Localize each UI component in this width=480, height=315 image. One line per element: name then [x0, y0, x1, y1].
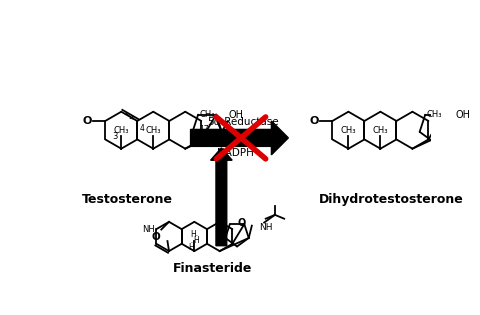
Polygon shape	[191, 121, 288, 155]
Text: H: H	[190, 230, 196, 239]
Text: 3: 3	[112, 132, 118, 141]
Text: Dihydrotestosterone: Dihydrotestosterone	[318, 193, 463, 206]
Text: O: O	[238, 218, 246, 228]
Text: CH₃: CH₃	[341, 126, 356, 135]
Text: 5α-Reductase: 5α-Reductase	[207, 117, 279, 127]
Text: NADPH: NADPH	[217, 148, 254, 158]
Text: O: O	[151, 232, 160, 242]
Text: Ḣ: Ḣ	[218, 236, 224, 245]
Text: O: O	[310, 116, 319, 126]
Text: O: O	[83, 116, 92, 126]
Text: Testosterone: Testosterone	[82, 193, 173, 206]
Text: Ḣ: Ḣ	[193, 236, 199, 245]
Text: OH: OH	[229, 110, 244, 120]
Text: Ḣ: Ḣ	[188, 243, 194, 252]
Text: NH: NH	[260, 223, 273, 232]
Polygon shape	[211, 148, 232, 246]
Text: CH₃: CH₃	[113, 126, 129, 135]
Text: OH: OH	[456, 110, 471, 120]
Text: 4: 4	[140, 124, 144, 133]
Text: CH₃: CH₃	[199, 110, 215, 119]
Text: CH₃: CH₃	[145, 126, 161, 135]
Text: 17: 17	[199, 125, 209, 134]
Text: CH₃: CH₃	[372, 126, 388, 135]
Text: CH₃: CH₃	[427, 110, 442, 119]
Text: Finasteride: Finasteride	[173, 262, 252, 275]
Text: NH: NH	[142, 226, 155, 234]
Text: H: H	[215, 230, 221, 239]
